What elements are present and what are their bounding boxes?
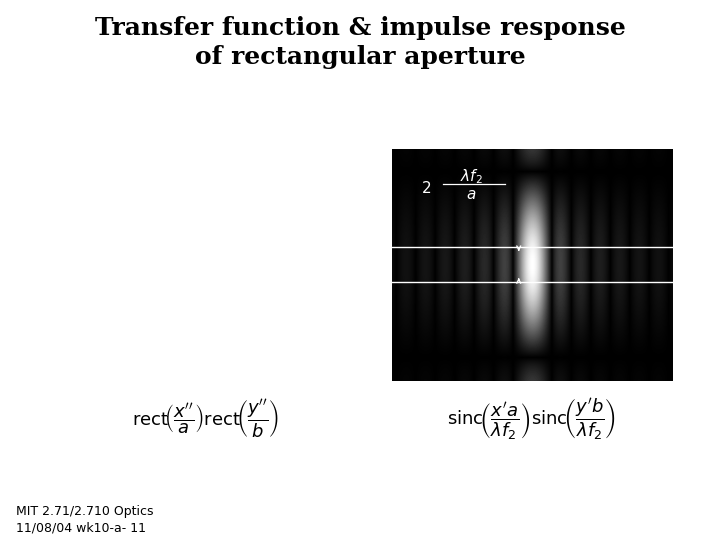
Text: MIT 2.71/2.710 Optics
11/08/04 wk10-a- 11: MIT 2.71/2.710 Optics 11/08/04 wk10-a- 1…	[16, 505, 153, 535]
Text: Transfer function & impulse response
of rectangular aperture: Transfer function & impulse response of …	[94, 16, 626, 69]
Text: $a$: $a$	[466, 188, 476, 202]
Text: $\lambda f_2$: $\lambda f_2$	[459, 167, 482, 186]
Text: $2$: $2$	[421, 180, 431, 196]
Text: $\mathrm{sinc}\!\left(\dfrac{x^{\prime}a}{\lambda f_2}\right)\mathrm{sinc}\!\lef: $\mathrm{sinc}\!\left(\dfrac{x^{\prime}a…	[447, 397, 616, 442]
Text: $\mathrm{rect}\!\left(\dfrac{x^{\prime\prime}}{a}\right)\mathrm{rect}\!\left(\df: $\mathrm{rect}\!\left(\dfrac{x^{\prime\p…	[132, 397, 279, 440]
Text: $a$: $a$	[171, 234, 184, 253]
Polygon shape	[204, 255, 222, 274]
